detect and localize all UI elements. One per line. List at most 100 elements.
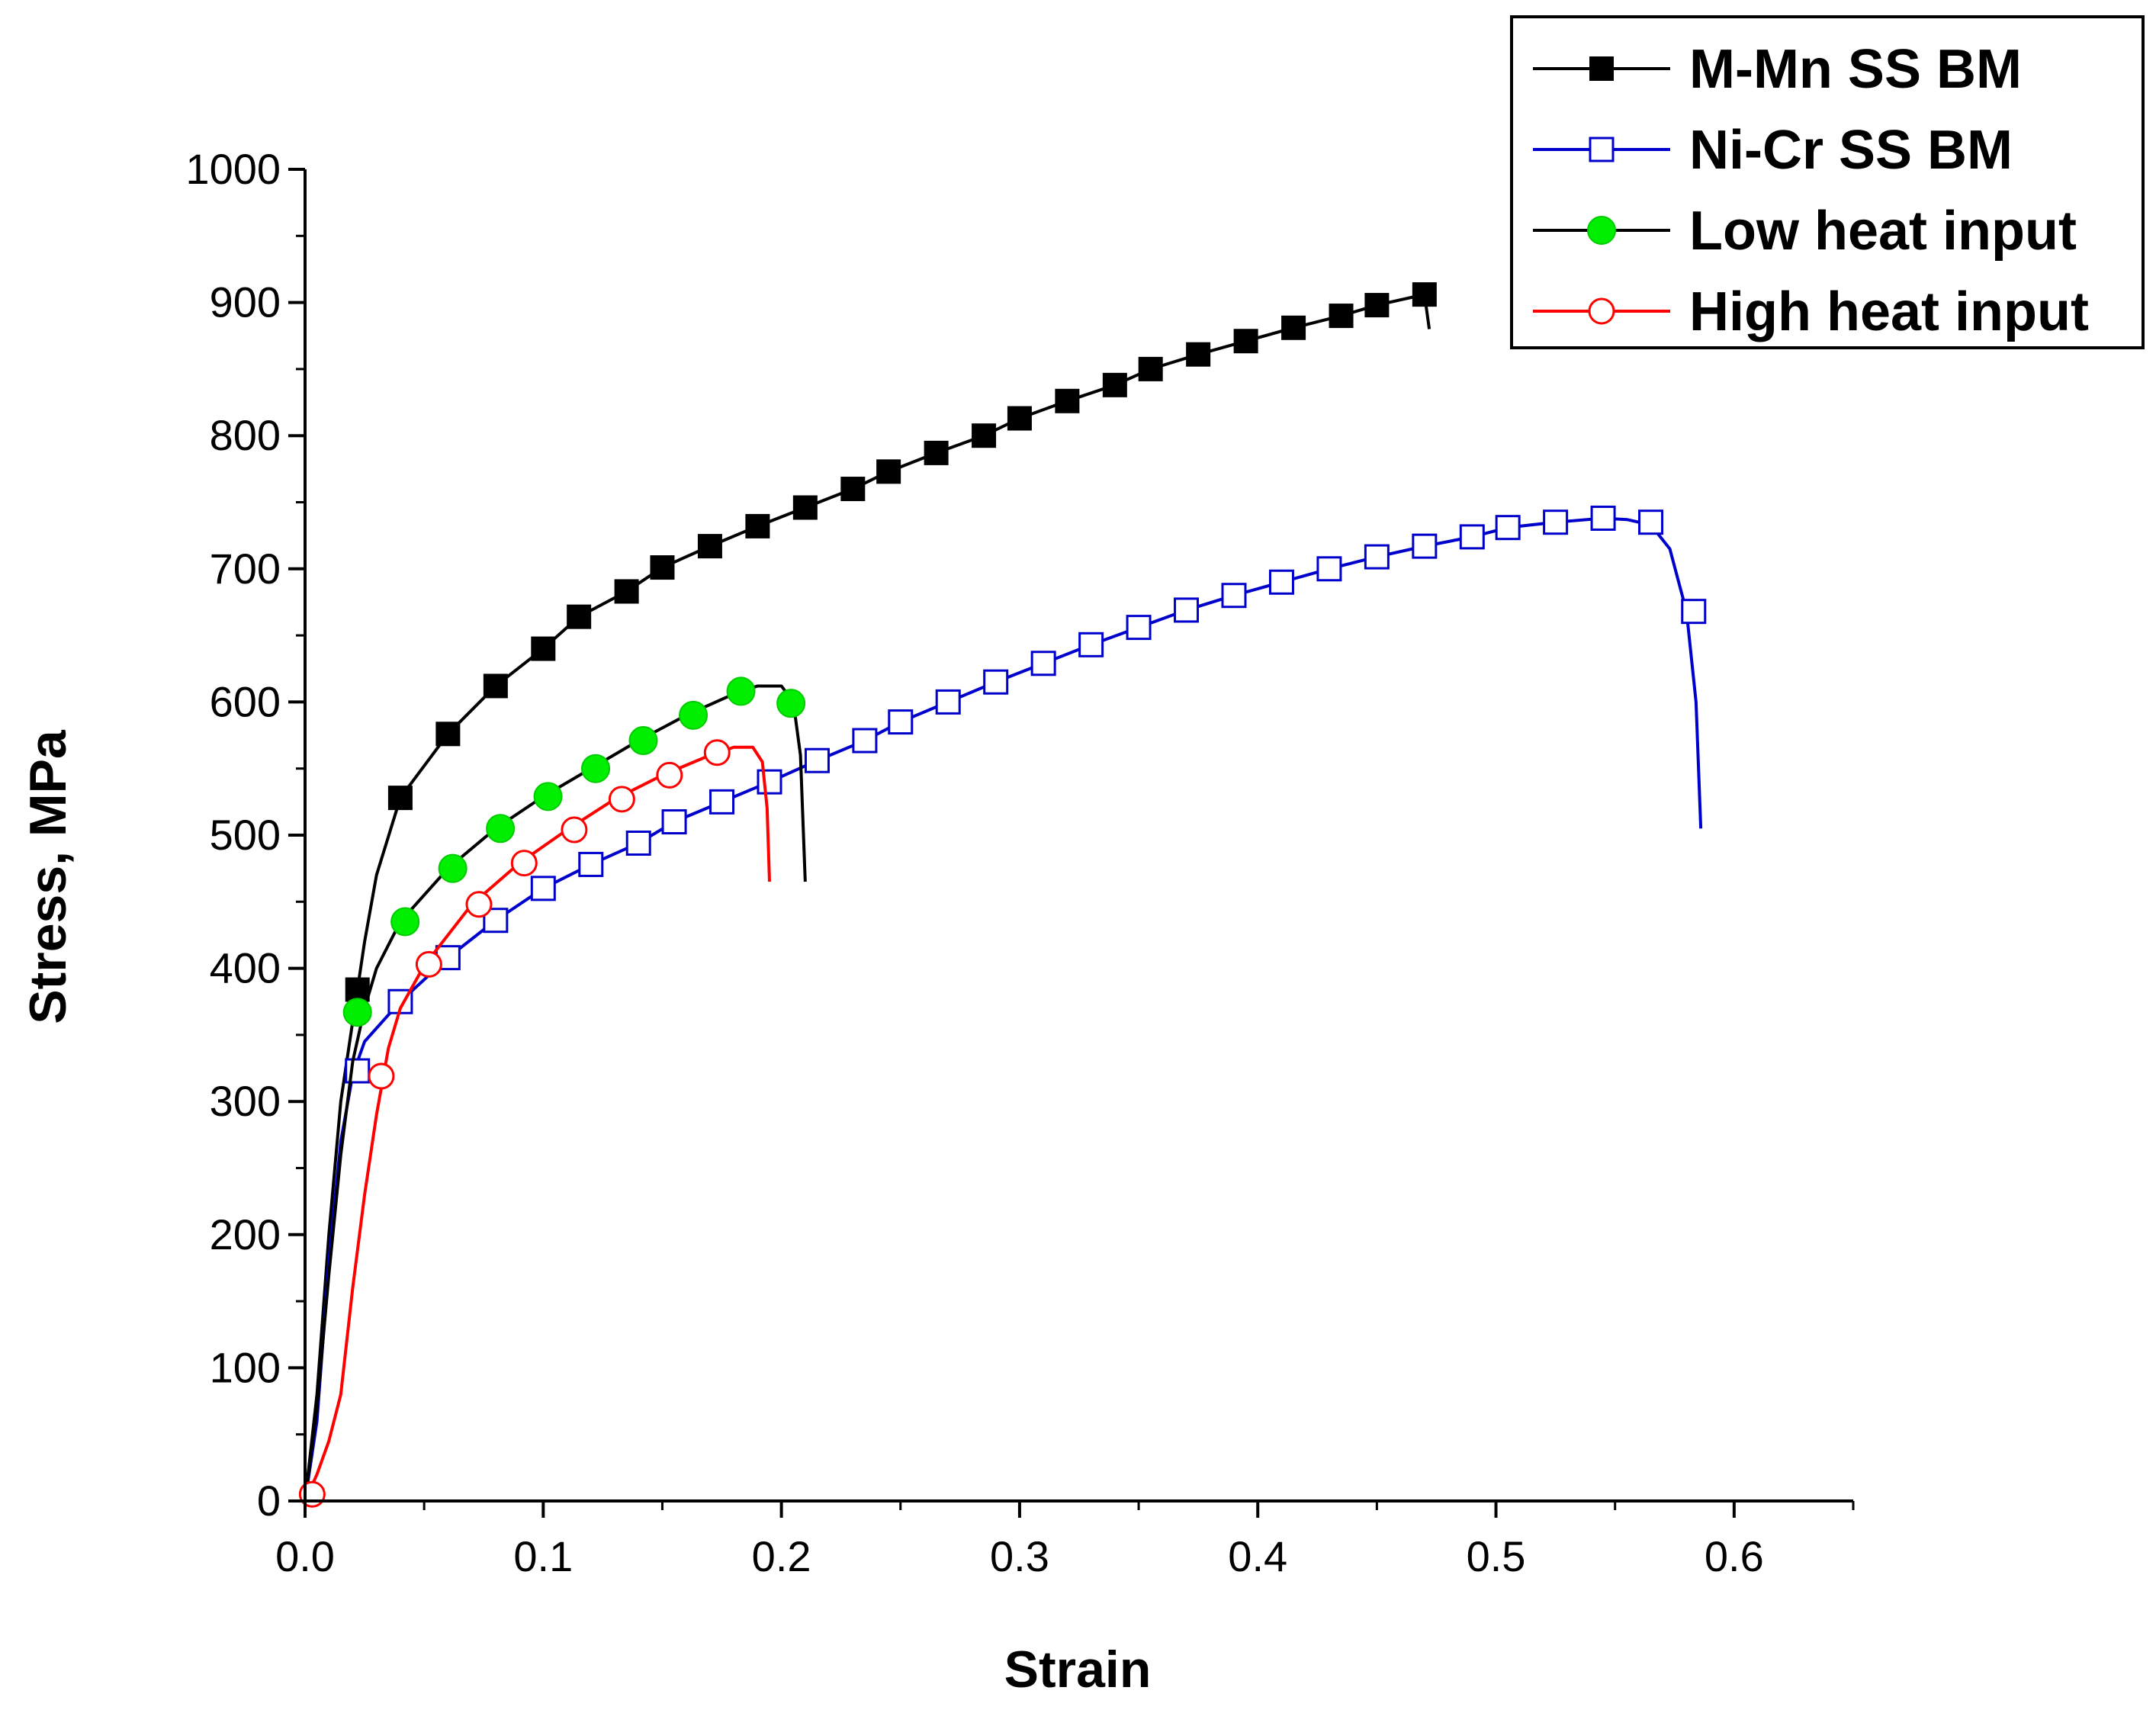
data-point xyxy=(1281,315,1306,340)
data-point xyxy=(342,998,372,1027)
y-tick-label: 700 xyxy=(210,545,281,593)
x-tick-label: 0.6 xyxy=(1705,1532,1764,1580)
plot-area xyxy=(298,282,1707,1508)
data-point xyxy=(697,534,722,559)
data-point xyxy=(1495,515,1521,541)
legend-item: M-Mn SS BM xyxy=(1533,39,2022,100)
y-tick-label: 0 xyxy=(257,1477,281,1525)
data-point xyxy=(1638,509,1664,535)
y-tick-label: 100 xyxy=(210,1343,281,1391)
data-point xyxy=(390,907,420,937)
legend-label: M-Mn SS BM xyxy=(1689,39,2022,100)
data-point xyxy=(567,604,592,629)
data-point xyxy=(578,851,604,877)
data-point xyxy=(561,816,588,844)
legend-items: M-Mn SS BM Ni-Cr SS BM Low heat input High … xyxy=(1533,39,2089,342)
x-tick-label: 0.0 xyxy=(275,1532,335,1580)
data-point xyxy=(709,789,735,815)
series-line xyxy=(304,745,771,1502)
data-point xyxy=(530,876,556,901)
y-tick-label: 1000 xyxy=(185,145,281,193)
data-point xyxy=(1364,544,1390,570)
data-point xyxy=(935,689,961,715)
data-point xyxy=(486,814,516,844)
data-point xyxy=(628,726,658,756)
legend-marker xyxy=(1589,56,1614,81)
data-point xyxy=(852,728,878,754)
data-point xyxy=(1316,556,1342,582)
data-point xyxy=(415,950,442,978)
data-point xyxy=(650,555,675,580)
y-tick-label: 900 xyxy=(210,278,281,326)
axes: 0 100 200 300 400 500 600 700 800 900 1000 0.0 0.1 0.… xyxy=(185,145,1855,1580)
data-point xyxy=(1221,583,1247,609)
data-point xyxy=(726,677,756,706)
legend-item: High heat input xyxy=(1533,281,2089,342)
data-point xyxy=(465,891,493,918)
y-tick-label: 800 xyxy=(210,411,281,459)
x-tick-label: 0.4 xyxy=(1228,1532,1287,1580)
series-group xyxy=(304,282,1437,1502)
series-group xyxy=(298,739,771,1508)
legend-item: Low heat input xyxy=(1533,201,2077,262)
data-point xyxy=(776,689,806,718)
data-point xyxy=(614,579,639,604)
data-point xyxy=(1681,599,1707,625)
legend-marker xyxy=(1589,137,1615,162)
y-tick-label: 600 xyxy=(210,677,281,725)
x-tick-label: 0.1 xyxy=(513,1532,573,1580)
data-point xyxy=(1268,569,1294,595)
x-tick-label: 0.3 xyxy=(990,1532,1049,1580)
y-tick-label: 500 xyxy=(210,811,281,859)
data-point xyxy=(435,722,461,747)
data-point xyxy=(1412,533,1438,559)
data-point xyxy=(661,809,687,835)
data-point xyxy=(924,440,949,465)
x-tick-label: 0.2 xyxy=(752,1532,811,1580)
data-point xyxy=(840,477,866,502)
data-point xyxy=(1412,282,1437,307)
y-tick-label: 300 xyxy=(210,1077,281,1125)
legend-marker xyxy=(1588,297,1615,325)
data-point xyxy=(1055,388,1080,413)
data-point xyxy=(1364,293,1390,318)
data-point xyxy=(1007,406,1032,431)
legend-box xyxy=(1510,15,2145,349)
data-point xyxy=(792,495,818,520)
data-point xyxy=(387,786,413,811)
data-point xyxy=(510,850,538,877)
legend-label: High heat input xyxy=(1689,281,2089,342)
y-tick-label: 400 xyxy=(210,944,281,992)
data-point xyxy=(625,830,651,856)
data-point xyxy=(1543,509,1569,535)
y-axis-title: Stress, MPa xyxy=(19,729,77,1024)
data-point xyxy=(983,669,1009,695)
data-point xyxy=(972,423,997,448)
series-group xyxy=(304,505,1707,1502)
series-line xyxy=(304,516,1703,1502)
legend-label: Ni-Cr SS BM xyxy=(1689,120,2013,181)
data-point xyxy=(1186,342,1211,367)
data-point xyxy=(581,754,611,783)
y-tick-label: 200 xyxy=(210,1210,281,1258)
data-point xyxy=(656,761,683,789)
data-point xyxy=(1102,372,1127,397)
legend-label: Low heat input xyxy=(1689,201,2077,262)
data-point xyxy=(1590,505,1616,531)
data-point xyxy=(1078,632,1104,657)
data-point xyxy=(703,739,731,767)
data-point xyxy=(745,513,770,538)
data-point xyxy=(757,769,782,795)
legend-marker xyxy=(1587,216,1616,245)
data-point xyxy=(438,853,468,883)
data-point xyxy=(483,673,508,699)
data-point xyxy=(1459,524,1485,550)
data-point xyxy=(1030,651,1056,677)
data-point xyxy=(608,786,635,813)
data-point xyxy=(876,459,901,484)
data-point xyxy=(1329,304,1354,329)
data-point xyxy=(804,747,830,773)
series-line xyxy=(304,684,807,1502)
data-point xyxy=(1126,615,1152,641)
